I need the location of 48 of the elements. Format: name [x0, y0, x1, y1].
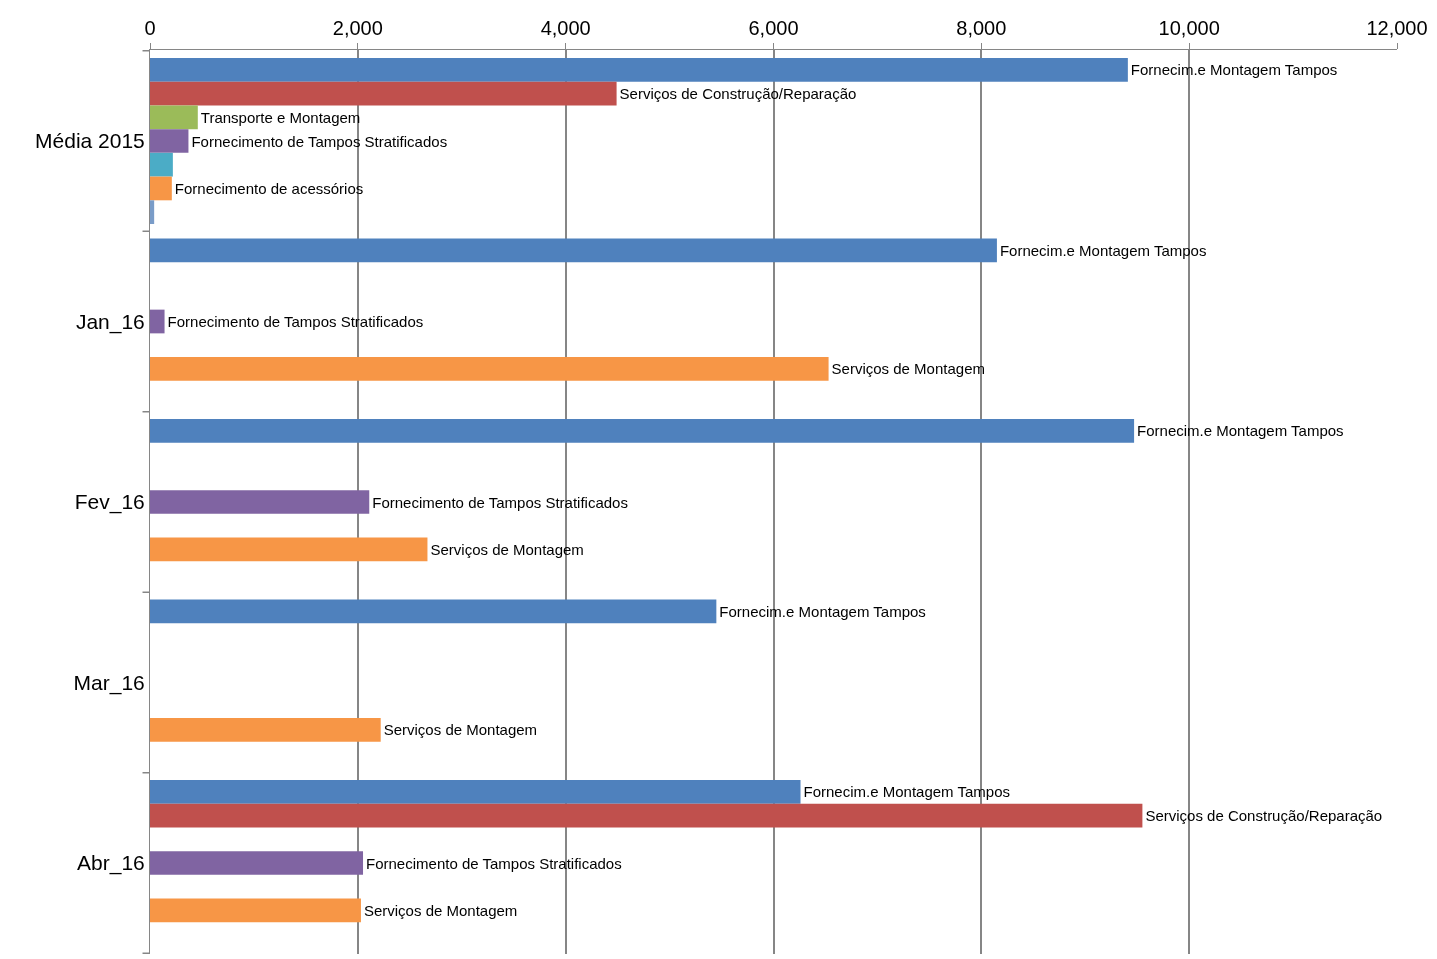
data-label: Serviços de Montagem [383, 721, 538, 739]
bar [150, 537, 428, 562]
bar [150, 718, 381, 742]
bar [150, 81, 617, 106]
bar [150, 490, 370, 514]
x-tick-label: 8,000 [956, 17, 1007, 39]
data-label: Serviços de Montagem [831, 360, 985, 378]
data-label: Fornecimento de Tampos Stratificados [191, 132, 448, 150]
data-label: Fornecimento de Tampos Stratificados [372, 493, 628, 511]
bar [150, 357, 829, 381]
x-tick-label: 0 [144, 17, 156, 39]
data-label: Fornecim.e Montagem Tampos [803, 783, 1010, 801]
bar [150, 57, 1128, 82]
data-label: Serviços de Montagem [430, 540, 584, 558]
bar [150, 898, 361, 923]
data-label: Fornecim.e Montagem Tampos [719, 602, 926, 620]
data-label: Fornecim.e Montagem Tampos [1130, 61, 1338, 79]
data-label: Fornecimento de Tampos Stratificados [366, 854, 622, 872]
data-label: Serviços de Construção/Reparação [619, 85, 857, 103]
y-tick-label: Abr_16 [77, 851, 145, 876]
x-tick-label: 2,000 [332, 17, 383, 39]
data-label: Fornecimento de acessórios [174, 179, 364, 197]
data-label: Fornecim.e Montagem Tampos [1137, 422, 1344, 440]
y-tick-label: Jan_16 [75, 309, 145, 334]
x-tick-label: 10,000 [1158, 17, 1220, 39]
bar [150, 152, 173, 177]
bar [150, 309, 165, 334]
data-label: Fornecim.e Montagem Tampos [999, 241, 1207, 259]
bar [150, 129, 189, 153]
x-tick-label: 6,000 [748, 17, 799, 39]
bar [150, 176, 172, 201]
bar [150, 851, 364, 875]
data-label: Transporte e Montagem [200, 108, 361, 126]
bar [150, 599, 717, 624]
data-label: Fornecimento de Tampos Stratificados [167, 313, 424, 330]
bar [150, 418, 1135, 443]
bar [150, 779, 801, 804]
data-label: Serviços de Construção/Reparação [1145, 807, 1383, 825]
y-tick-label: Média 2015 [35, 129, 145, 153]
bar [150, 803, 1143, 828]
bar [150, 200, 155, 225]
bar [150, 238, 997, 263]
x-tick-label: 4,000 [540, 17, 591, 39]
data-label: Serviços de Montagem [363, 901, 518, 919]
bar [150, 105, 198, 130]
y-tick-label: Mar_16 [73, 670, 145, 695]
x-tick-label: 12,000 [1366, 17, 1428, 39]
y-tick-label: Fev_16 [74, 490, 145, 515]
